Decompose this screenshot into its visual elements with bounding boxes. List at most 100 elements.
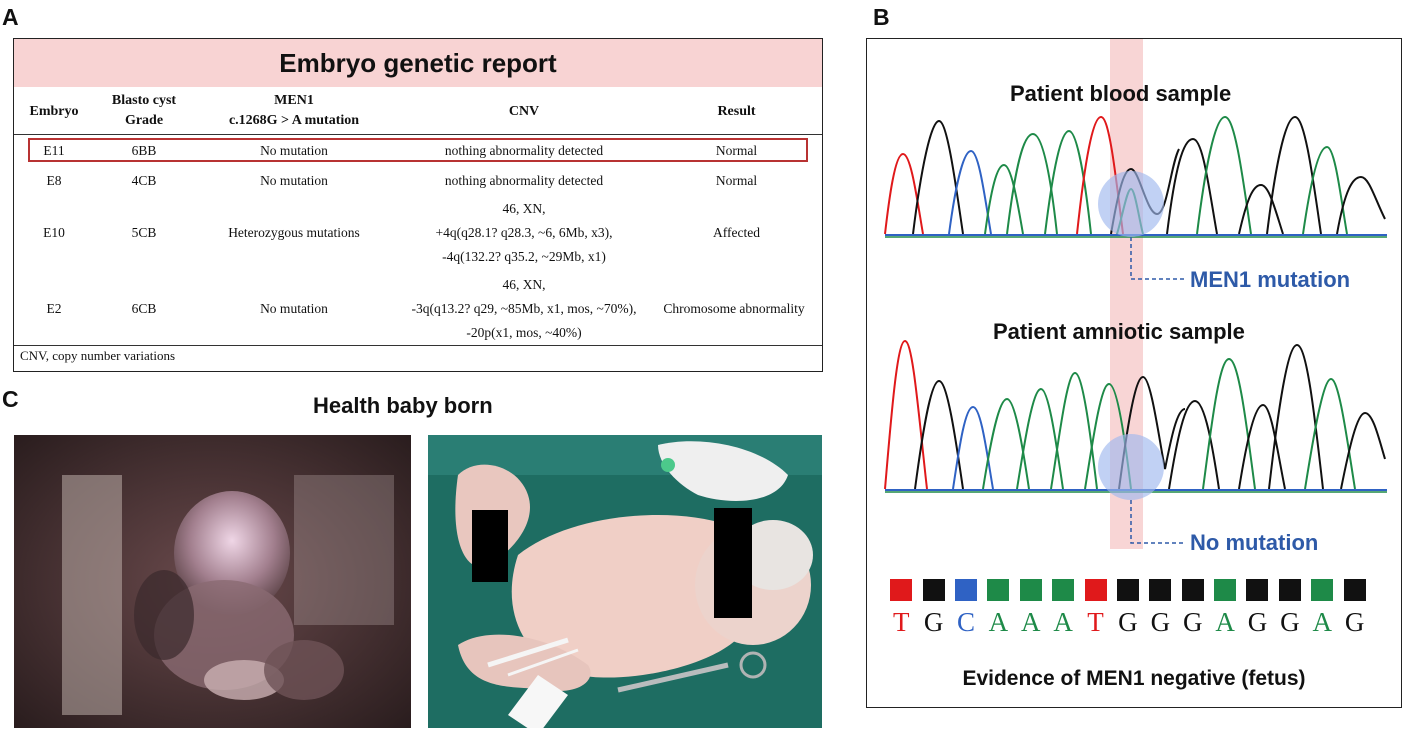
base-color-square <box>1278 579 1301 601</box>
health-baby-title: Health baby born <box>313 393 493 418</box>
privacy-censor-bar <box>714 508 752 618</box>
panel-label-b: B <box>873 4 890 30</box>
panel-label-a: A <box>2 4 19 30</box>
base-color-square <box>1084 579 1107 601</box>
cell-cnv-line: -4q(132.2? q35.2, ~29Mb, x1) <box>442 249 606 264</box>
header-blastocyst-line2: Grade <box>124 113 164 128</box>
cell-mutation: Heterozygous mutations <box>228 225 360 240</box>
base-color-square <box>890 579 913 601</box>
cell-grade: 6CB <box>131 301 157 316</box>
base-color-square <box>1052 579 1075 601</box>
ultrasound-illustration <box>14 435 411 728</box>
base-letter: A <box>1053 607 1073 637</box>
base-color-square <box>954 579 977 601</box>
no-mutation-label: No mutation <box>1190 530 1319 555</box>
header-men1-line2: c.1268G > A mutation <box>228 113 360 128</box>
cell-result: Chromosome abnormality <box>663 301 805 316</box>
header-men1-line1: MEN1 <box>274 93 314 108</box>
header-embryo: Embryo <box>29 104 79 119</box>
base-color-square <box>1181 579 1204 601</box>
cell-result: Normal <box>715 143 758 158</box>
cell-cnv-line: 46, XN, <box>502 277 546 292</box>
header-cnv: CNV <box>508 104 540 119</box>
men1-mutation-label: MEN1 mutation <box>1190 267 1351 292</box>
base-color-square <box>1214 579 1237 601</box>
base-letter: A <box>1021 607 1041 637</box>
base-call: T <box>1079 579 1111 637</box>
base-call: G <box>1241 579 1273 637</box>
base-letter: A <box>1215 607 1235 637</box>
base-call: G <box>1144 579 1176 637</box>
cell-mutation: No mutation <box>260 173 328 188</box>
base-color-square <box>1343 579 1366 601</box>
base-call: A <box>1015 579 1047 637</box>
base-call: G <box>1112 579 1144 637</box>
report-title: Embryo genetic report <box>14 39 822 87</box>
base-letter: T <box>892 607 910 637</box>
privacy-censor-bar <box>472 510 508 582</box>
base-call: G <box>917 579 949 637</box>
cell-result: Affected <box>713 225 760 240</box>
base-call: T <box>885 579 917 637</box>
header-divider <box>14 134 822 135</box>
cell-grade: 5CB <box>131 225 157 240</box>
base-call: A <box>1306 579 1338 637</box>
cell-embryo: E11 <box>43 143 65 158</box>
cell-embryo: E8 <box>46 173 62 188</box>
cell-embryo: E10 <box>43 225 65 240</box>
base-color-square <box>1311 579 1334 601</box>
mutation-circle <box>1098 171 1164 237</box>
base-call: A <box>982 579 1014 637</box>
ultrasound-3d-image <box>14 435 411 728</box>
table-footnote: CNV, copy number variations <box>20 348 176 363</box>
base-letter: G <box>923 607 944 637</box>
embryo-report-table: Embryo genetic report Embryo Blasto cyst… <box>13 38 823 372</box>
sequencing-panel: Patient blood sample MEN1 mutation Patie… <box>866 38 1402 708</box>
cell-mutation: No mutation <box>260 301 328 316</box>
cell-cnv-line: +4q(q28.1? q28.3, ~6, 6Mb, x3), <box>435 225 613 240</box>
base-color-square <box>1019 579 1042 601</box>
mutation-leader-line <box>1130 237 1185 280</box>
chromatogram-figure <box>884 39 1387 549</box>
base-letter: G <box>1344 607 1365 637</box>
base-call: G <box>1177 579 1209 637</box>
cell-cnv: nothing abnormality detected <box>444 173 604 188</box>
base-letter: G <box>1150 607 1171 637</box>
cell-result: Normal <box>715 173 758 188</box>
base-letter: T <box>1087 607 1104 637</box>
base-call: C <box>950 579 982 637</box>
footer-divider <box>14 345 822 346</box>
cell-mutation: No mutation <box>260 143 328 158</box>
base-call: G <box>1274 579 1306 637</box>
blood-sample-title: Patient blood sample <box>1010 81 1232 106</box>
no-mutation-leader-line <box>1130 500 1185 544</box>
base-color-square <box>1246 579 1269 601</box>
base-letter: A <box>1312 607 1333 637</box>
base-call: A <box>1047 579 1079 637</box>
cell-grade: 4CB <box>131 173 157 188</box>
base-letter: G <box>1280 607 1300 637</box>
base-letter: C <box>956 607 975 637</box>
base-letter: A <box>988 607 1009 637</box>
amniotic-sample-title: Patient amniotic sample <box>993 319 1245 344</box>
base-color-square <box>987 579 1010 601</box>
newborn-photo <box>428 435 822 728</box>
cell-grade: 6BB <box>131 143 157 158</box>
cell-cnv-line: -3q(q13.2? q29, ~85Mb, x1, mos, ~70%), <box>411 301 637 316</box>
base-color-square <box>1116 579 1139 601</box>
no-mutation-circle <box>1098 434 1164 500</box>
cell-cnv-line: 46, XN, <box>502 201 546 216</box>
cell-cnv: nothing abnormality detected <box>444 143 604 158</box>
base-letter: G <box>1247 607 1268 637</box>
evidence-caption: Evidence of MEN1 negative (fetus) <box>962 667 1306 690</box>
base-letter: G <box>1118 607 1138 637</box>
base-color-square <box>922 579 945 601</box>
amniotic-chromatogram <box>884 339 1387 493</box>
base-color-square <box>1149 579 1172 601</box>
base-call: A <box>1209 579 1241 637</box>
panel-label-c: C <box>2 386 19 412</box>
base-call: G <box>1338 579 1370 637</box>
base-letter: G <box>1182 607 1203 637</box>
cell-embryo: E2 <box>46 301 62 316</box>
